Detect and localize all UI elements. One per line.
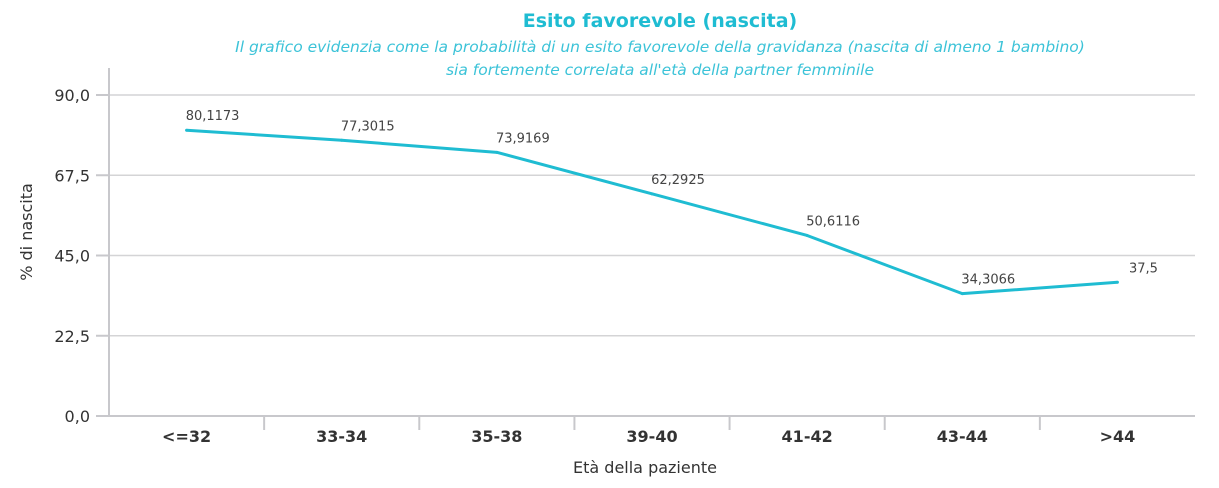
x-tick-label: <=32 [162, 427, 211, 446]
data-point [185, 128, 189, 132]
x-tick-label: 35-38 [471, 427, 522, 446]
x-tick-label: >44 [1100, 427, 1136, 446]
chart-subtitle-line-1: Il grafico evidenzia come la probabilità… [235, 38, 1085, 56]
y-tick-label: 67,5 [54, 166, 90, 185]
x-axis-label: Età della paziente [573, 458, 717, 477]
x-tick-label: 39-40 [626, 427, 677, 446]
y-tick-label: 22,5 [54, 327, 90, 346]
data-point [960, 292, 964, 296]
x-tick-label: 41-42 [782, 427, 833, 446]
data-point [340, 138, 344, 142]
data-label: 80,1173 [186, 109, 240, 124]
data-label: 73,9169 [496, 131, 550, 146]
y-tick-label: 45,0 [54, 247, 90, 266]
data-point [650, 192, 654, 196]
data-label: 34,3066 [961, 273, 1015, 288]
data-label: 62,2925 [651, 173, 705, 188]
series-line [186, 128, 1118, 296]
data-label: 77,3015 [341, 119, 395, 134]
chart-title: Esito favorevole (nascita) [523, 10, 798, 32]
data-point [805, 233, 809, 237]
x-tick-label: 33-34 [316, 427, 367, 446]
data-point [495, 150, 499, 154]
x-tick-label: 43-44 [937, 427, 988, 446]
data-point [1115, 280, 1119, 284]
y-tick-label: 0,0 [65, 407, 90, 426]
y-axis-label: % di nascita [17, 183, 36, 281]
chart-subtitle-line-2: sia fortemente correlata all'età della p… [446, 61, 874, 79]
data-label: 50,6116 [806, 214, 860, 229]
data-label: 37,5 [1129, 261, 1158, 276]
y-tick-label: 90,0 [54, 86, 90, 105]
